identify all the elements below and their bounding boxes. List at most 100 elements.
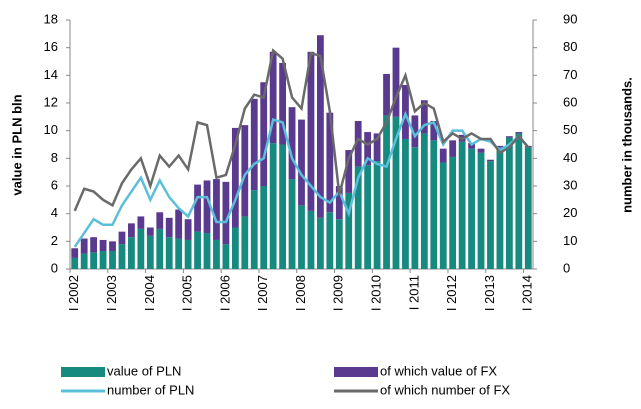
bar: [222, 244, 230, 269]
bar: [326, 212, 334, 269]
y2-tick-label: 10: [563, 233, 577, 248]
y-tick-label: 2: [51, 233, 58, 248]
bar: [345, 150, 353, 193]
legend-swatch: [61, 367, 105, 377]
bar: [496, 147, 504, 269]
bar: [307, 210, 315, 269]
bar: [184, 239, 192, 269]
y-tick-label: 10: [44, 122, 58, 137]
bar: [99, 251, 107, 269]
bar: [222, 181, 230, 245]
bar: [146, 235, 154, 269]
y2-tick-label: 50: [563, 122, 577, 137]
y2-tick-label: 90: [563, 11, 577, 26]
bar: [335, 219, 343, 269]
bar: [146, 227, 154, 236]
x-tick-label: I 2014: [520, 275, 535, 311]
bar: [80, 253, 88, 269]
bar: [137, 228, 145, 269]
bar: [354, 166, 362, 269]
y2-tick-label: 0: [563, 260, 570, 275]
bar: [430, 140, 438, 269]
bar: [420, 133, 428, 269]
bar: [175, 209, 183, 239]
bar: [449, 140, 457, 157]
bar: [241, 216, 249, 269]
bar: [128, 223, 135, 238]
y2-tick-label: 70: [563, 67, 577, 82]
line: [73, 48, 530, 212]
bar: [90, 237, 98, 253]
bar: [364, 165, 372, 269]
bar: [373, 161, 381, 269]
x-tick-label: I 2013: [482, 275, 497, 311]
bar: [269, 51, 277, 144]
bar: [250, 98, 258, 191]
y-tick-label: 18: [44, 11, 58, 26]
y2-tick-label: 80: [563, 39, 577, 54]
x-tick-label: I 2007: [255, 275, 270, 311]
bar: [477, 152, 485, 269]
y2-axis-title: number in thousands.: [619, 77, 634, 213]
bar: [184, 219, 192, 240]
bar: [269, 143, 277, 269]
x-tick-label: I 2004: [142, 275, 157, 311]
bar: [515, 133, 523, 269]
bar: [505, 136, 513, 138]
legend-label: value of PLN: [107, 363, 181, 378]
bar: [477, 148, 485, 153]
y2-tick-label: 40: [563, 150, 577, 165]
y2-tick-label: 20: [563, 205, 577, 220]
x-tick-label: I 2006: [217, 275, 232, 311]
bar: [279, 144, 287, 269]
bar: [279, 62, 287, 145]
bar: [392, 116, 400, 269]
bar: [430, 120, 438, 141]
bar: [80, 238, 88, 254]
y-tick-label: 4: [51, 205, 58, 220]
bar: [364, 132, 372, 166]
bar: [109, 251, 116, 269]
bar: [213, 239, 220, 269]
bar: [241, 125, 249, 217]
y2-tick-label: 60: [563, 94, 577, 109]
bar: [250, 190, 258, 269]
bar: [487, 159, 494, 162]
bar: [439, 162, 447, 269]
bar: [231, 127, 239, 228]
bar: [118, 244, 126, 269]
bar: [402, 138, 409, 269]
bar: [260, 82, 268, 186]
bar: [156, 228, 164, 269]
bar: [316, 217, 324, 269]
bar: [326, 112, 334, 213]
bar: [383, 73, 390, 116]
bar: [260, 186, 268, 269]
y-tick-label: 12: [44, 94, 58, 109]
x-tick-label: I 2003: [104, 275, 119, 311]
y-tick-label: 16: [44, 39, 58, 54]
x-tick-label: I 2009: [331, 275, 346, 311]
y-tick-label: 8: [51, 150, 58, 165]
bar: [496, 145, 504, 148]
y-axis-title: value in PLN bln: [9, 94, 24, 195]
bar: [449, 156, 457, 269]
legend-label: of which value of FX: [380, 363, 497, 378]
bar: [137, 216, 145, 229]
bar: [165, 217, 173, 238]
bar: [165, 237, 173, 269]
bar: [128, 237, 135, 269]
bar: [468, 148, 475, 269]
bar: [203, 233, 211, 269]
bar: [99, 239, 107, 252]
bar: [383, 115, 390, 269]
bar: [411, 115, 419, 148]
bar: [345, 192, 353, 269]
bar: [203, 180, 211, 234]
bar: [288, 179, 296, 269]
bar: [439, 148, 447, 163]
bar: [194, 184, 201, 232]
bar: [118, 231, 126, 245]
bar: [373, 133, 381, 162]
bar: [156, 212, 164, 229]
